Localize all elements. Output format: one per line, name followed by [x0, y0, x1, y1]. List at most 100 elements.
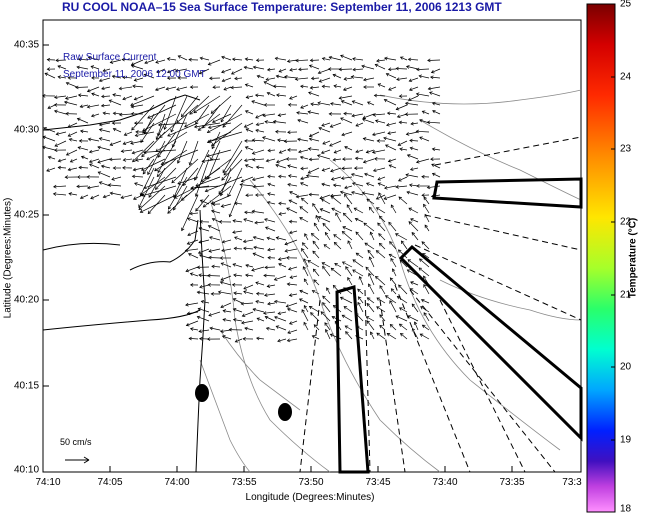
current-vector [77, 118, 89, 124]
current-vector [80, 104, 89, 108]
current-vector [278, 257, 287, 260]
current-vector-head [252, 235, 257, 240]
current-vector-head [368, 283, 372, 288]
current-vector-head [352, 57, 356, 61]
current-vector-head [278, 201, 282, 206]
current-vector-head [102, 194, 107, 199]
current-vector [398, 249, 408, 259]
current-vector [344, 193, 353, 205]
current-vector-head [265, 77, 270, 82]
current-vector [287, 59, 298, 62]
current-vector-head [378, 233, 382, 237]
current-vector-head [366, 198, 370, 203]
current-vector-head [244, 326, 248, 331]
current-vector [407, 154, 419, 160]
current-vector [432, 148, 441, 151]
current-vector [300, 85, 309, 88]
current-vector [244, 158, 254, 162]
current-vector-head [135, 130, 139, 134]
current-vector [396, 68, 408, 70]
current-vector-head [219, 256, 223, 260]
current-vector [119, 86, 133, 90]
current-vector-head [369, 331, 374, 336]
current-vector-head [345, 266, 349, 270]
current-vector-head [209, 76, 213, 81]
current-vector-head [307, 147, 312, 151]
current-vector [155, 59, 166, 63]
current-vector [340, 117, 353, 124]
current-vector-head [57, 75, 62, 79]
current-vector-head [430, 157, 434, 162]
current-vector [273, 85, 287, 88]
current-vector-head [376, 332, 380, 337]
current-vector-head [160, 161, 165, 166]
current-vector-head [346, 204, 351, 208]
current-vector-head [363, 85, 367, 89]
current-vector-head [284, 74, 288, 79]
current-vector-head [415, 129, 420, 134]
current-vector-head [383, 136, 387, 141]
current-vector [89, 163, 100, 169]
current-vector-head [321, 57, 326, 61]
current-vector [400, 260, 408, 268]
current-vector-head [355, 252, 360, 257]
current-vector [377, 176, 386, 181]
current-vector [131, 104, 144, 108]
current-vector-head [155, 60, 159, 64]
current-vector-head [361, 191, 366, 196]
current-vector-head [167, 206, 172, 210]
current-vector-head [368, 272, 372, 277]
current-vector [265, 316, 276, 322]
current-vector [377, 222, 386, 232]
current-vector-head [157, 123, 162, 127]
current-vector-head [63, 100, 68, 105]
current-vector [243, 218, 254, 223]
current-vector [398, 196, 408, 205]
current-vector [300, 176, 309, 180]
current-vector-head [388, 87, 392, 91]
transect-boxes [335, 177, 583, 474]
current-vector [399, 121, 408, 124]
current-vector-head [242, 336, 246, 341]
current-vector-head [200, 299, 205, 304]
current-vector [340, 191, 353, 196]
current-vector-head [208, 249, 212, 253]
x-tick-label: 73:3 [562, 477, 582, 488]
current-vector-head [255, 299, 259, 304]
current-vector-head [198, 253, 203, 258]
current-vector [423, 204, 430, 214]
current-vector [362, 192, 375, 196]
colorbar-tick-label: 19 [620, 434, 632, 446]
current-vector-head [267, 174, 271, 179]
current-vector-head [244, 139, 248, 143]
current-vector [241, 320, 254, 324]
current-vector-head [198, 71, 203, 75]
current-vector-head [347, 240, 351, 244]
current-vector [363, 77, 375, 81]
current-vector [167, 194, 188, 214]
current-vector-head [98, 78, 103, 83]
current-vector-head [76, 117, 81, 122]
current-vector [222, 77, 232, 82]
station-marker [195, 384, 209, 402]
current-vector [78, 94, 89, 97]
current-vector [253, 236, 265, 241]
current-vector-head [132, 158, 136, 163]
current-vector-head [65, 81, 70, 86]
current-vector-head [89, 163, 93, 167]
current-vector-head [64, 175, 68, 180]
current-vector [312, 240, 320, 250]
colorbar [586, 3, 616, 513]
current-vector [198, 113, 221, 131]
current-vector-head [388, 253, 393, 258]
current-vector-head [303, 321, 307, 326]
current-vector-head [86, 104, 91, 109]
current-vector [255, 129, 265, 133]
current-vector [289, 191, 298, 196]
current-vector-head [344, 146, 348, 150]
current-vector-head [310, 312, 314, 316]
current-vector-head [47, 105, 51, 109]
axis-ticks [42, 44, 513, 472]
current-vector [212, 218, 221, 223]
current-vector [207, 113, 243, 133]
